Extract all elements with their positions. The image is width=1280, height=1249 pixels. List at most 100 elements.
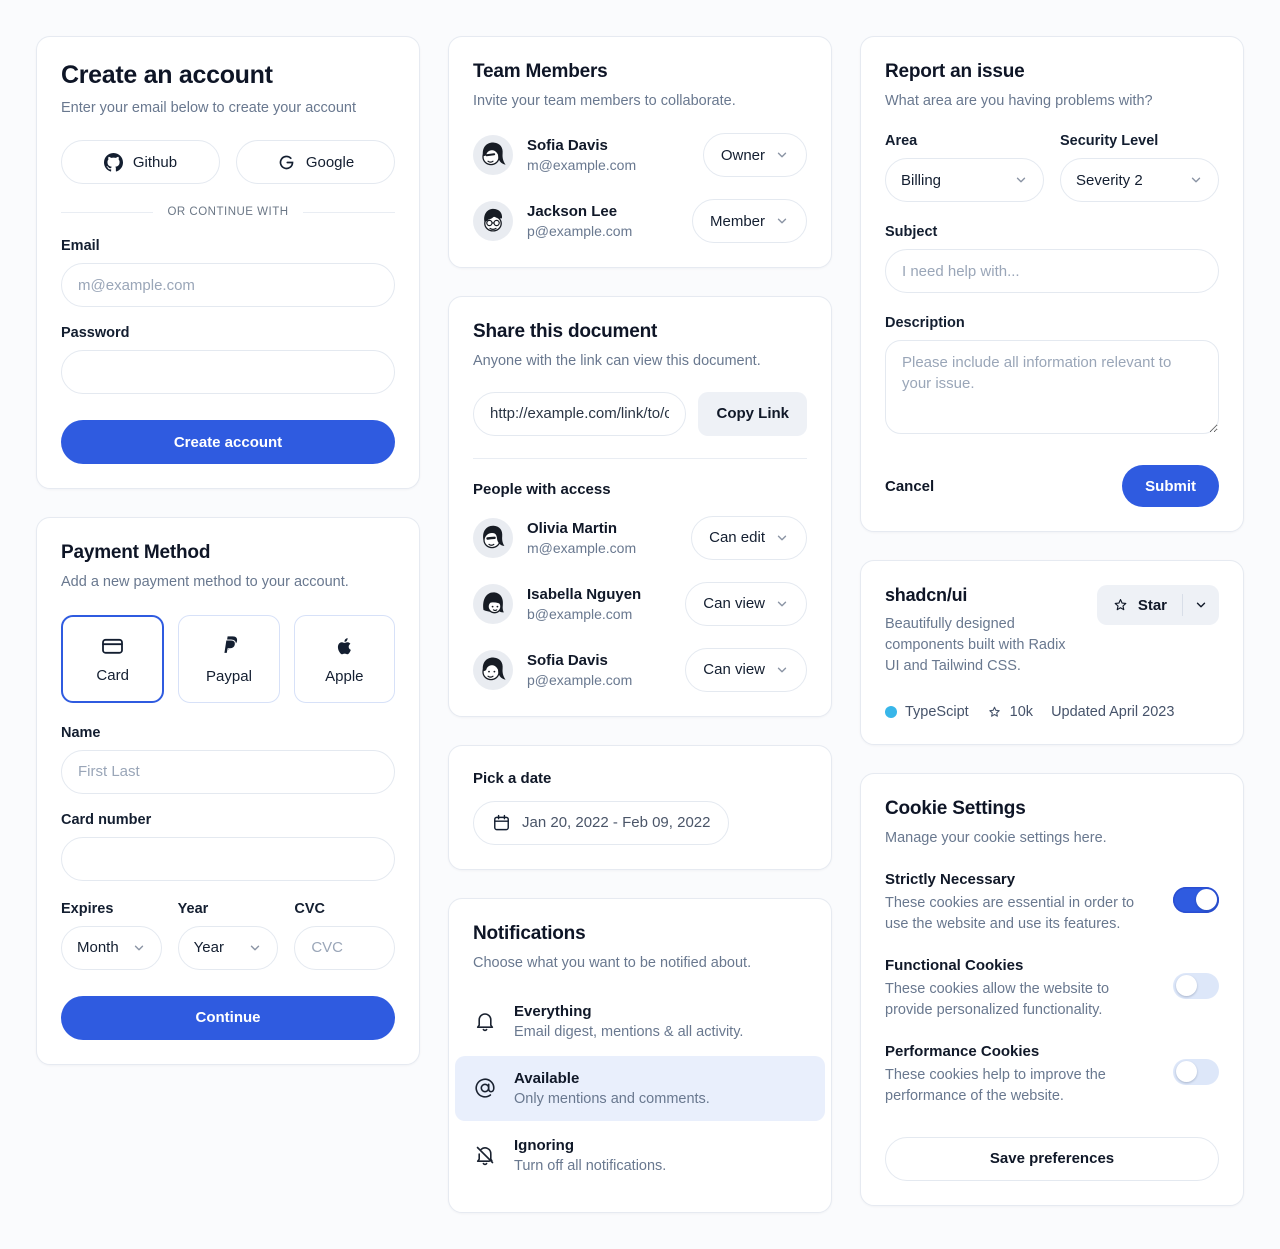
person-name: Olivia Martin [527,519,618,537]
payment-options: Card Paypal Apple [61,614,395,703]
email-field-group: Email [61,238,395,308]
performance-cookies-toggle[interactable] [1173,1058,1219,1085]
name-field[interactable] [61,749,395,794]
cookie-row-performance: Performance Cookies These cookies help t… [885,1043,1219,1107]
member-name: Sofia Davis [527,137,608,155]
notification-option-available[interactable]: Available Only mentions and comments. [455,1055,825,1121]
chevron-down-icon [777,667,787,673]
payment-method-card: Payment Method Add a new payment method … [36,517,420,1065]
strictly-necessary-toggle[interactable] [1173,886,1219,913]
star-dropdown-button[interactable] [1183,585,1219,625]
avatar [473,201,513,242]
functional-cookies-toggle[interactable] [1173,972,1219,999]
star-split-button: Star [1096,585,1219,626]
github-button[interactable]: Github [61,140,220,185]
chevron-down-icon [777,218,787,224]
notification-option-text: Ignoring Turn off all notifications. [514,1137,666,1174]
cookie-text: Strictly Necessary These cookies are ess… [885,871,1155,935]
card-subtitle: Choose what you want to be notified abou… [473,954,752,971]
chevron-down-icon [251,945,260,951]
card-title: Share this document [473,321,658,343]
share-link-row: Copy Link [473,391,807,436]
team-member-row: Jackson Lee p@example.com Member [473,199,807,244]
permission-value: Can view [703,595,765,613]
report-issue-card: Report an issue What area are you having… [860,36,1244,533]
cancel-button[interactable]: Cancel [868,468,951,505]
security-level-select[interactable]: Severity 2 [1060,158,1219,203]
expires-month-value: Month [77,939,119,957]
date-range-value: Jan 20, 2022 - Feb 09, 2022 [522,814,711,832]
cvc-field[interactable] [294,925,396,970]
repo-card: shadcn/ui Beautifully designed component… [860,560,1244,746]
subject-field[interactable] [885,249,1219,294]
cookie-label: Functional Cookies [885,956,1024,974]
area-field-group: Area Billing [885,133,1044,203]
notification-options: Everything Email digest, mentions & all … [455,989,825,1188]
name-field-group: Name [61,725,395,794]
share-link-input[interactable] [473,391,687,436]
person-name: Sofia Davis [527,651,608,669]
card-subtitle: What area are you having problems with? [885,93,1153,109]
year-field-group: Year Year [177,901,279,970]
expires-field-group: Expires Month [61,901,162,970]
email-label: Email [61,238,100,255]
area-select[interactable]: Billing [885,158,1044,203]
member-name: Jackson Lee [527,203,618,221]
divider [473,457,807,459]
permission-select[interactable]: Can view [685,581,807,626]
copy-link-button[interactable]: Copy Link [698,391,807,436]
bell-off-icon [476,1146,494,1166]
team-member-row: Sofia Davis m@example.com Owner [473,133,807,178]
payment-option-paypal[interactable]: Paypal [178,614,280,703]
description-field[interactable] [885,340,1219,435]
expires-month-select[interactable]: Month [61,925,162,970]
create-account-button[interactable]: Create account [61,420,395,465]
cookie-row-functional: Functional Cookies These cookies allow t… [885,957,1219,1021]
payment-option-apple[interactable]: Apple [293,614,395,703]
cookie-row-strictly-necessary: Strictly Necessary These cookies are ess… [885,871,1219,935]
cookie-description: These cookies help to improve the perfor… [885,1066,1106,1104]
submit-button[interactable]: Submit [1122,465,1219,508]
member-email: p@example.com [527,223,633,240]
star-icon [1114,598,1127,611]
permission-value: Can view [703,661,765,679]
subject-field-group: Subject [885,224,1219,294]
payment-option-label: Paypal [206,667,252,685]
repo-updated: Updated April 2023 [1051,704,1174,720]
person-info: Isabella Nguyen b@example.com [527,586,671,622]
people-with-access-heading: People with access [473,480,611,498]
notification-option-ignoring[interactable]: Ignoring Turn off all notifications. [455,1123,825,1188]
permission-select[interactable]: Can view [685,647,807,692]
permission-select[interactable]: Can edit [691,515,807,560]
email-field[interactable] [61,263,395,308]
payment-option-card[interactable]: Card [61,614,165,703]
area-label: Area [885,133,918,150]
role-select[interactable]: Owner [702,133,807,178]
card-number-field[interactable] [61,836,395,881]
chevron-down-icon [777,535,787,541]
payment-option-label: Apple [325,667,364,685]
role-select[interactable]: Member [691,199,807,244]
cookie-label: Performance Cookies [885,1042,1040,1060]
member-email: m@example.com [527,157,637,174]
create-account-card: Create an account Enter your email below… [36,36,420,490]
column-3: Report an issue What area are you having… [860,36,1244,1206]
team-members-card: Team Members Invite your team members to… [448,36,832,269]
continue-button[interactable]: Continue [61,995,395,1040]
password-field[interactable] [61,350,395,395]
notification-option-everything[interactable]: Everything Email digest, mentions & all … [455,989,825,1054]
calendar-icon [494,814,509,831]
role-value: Member [709,212,765,230]
github-icon [103,152,123,172]
save-preferences-button[interactable]: Save preferences [885,1136,1219,1181]
star-button[interactable]: Star [1097,585,1182,625]
google-button[interactable]: Google [236,140,395,185]
card-title: Team Members [473,61,608,82]
toggle-knob [1195,889,1217,911]
cookie-text: Performance Cookies These cookies help t… [885,1043,1155,1107]
chevron-down-icon [777,601,787,607]
year-select[interactable]: Year [177,925,279,970]
date-range-button[interactable]: Jan 20, 2022 - Feb 09, 2022 [473,800,730,845]
card-title: Report an issue [885,61,1025,82]
